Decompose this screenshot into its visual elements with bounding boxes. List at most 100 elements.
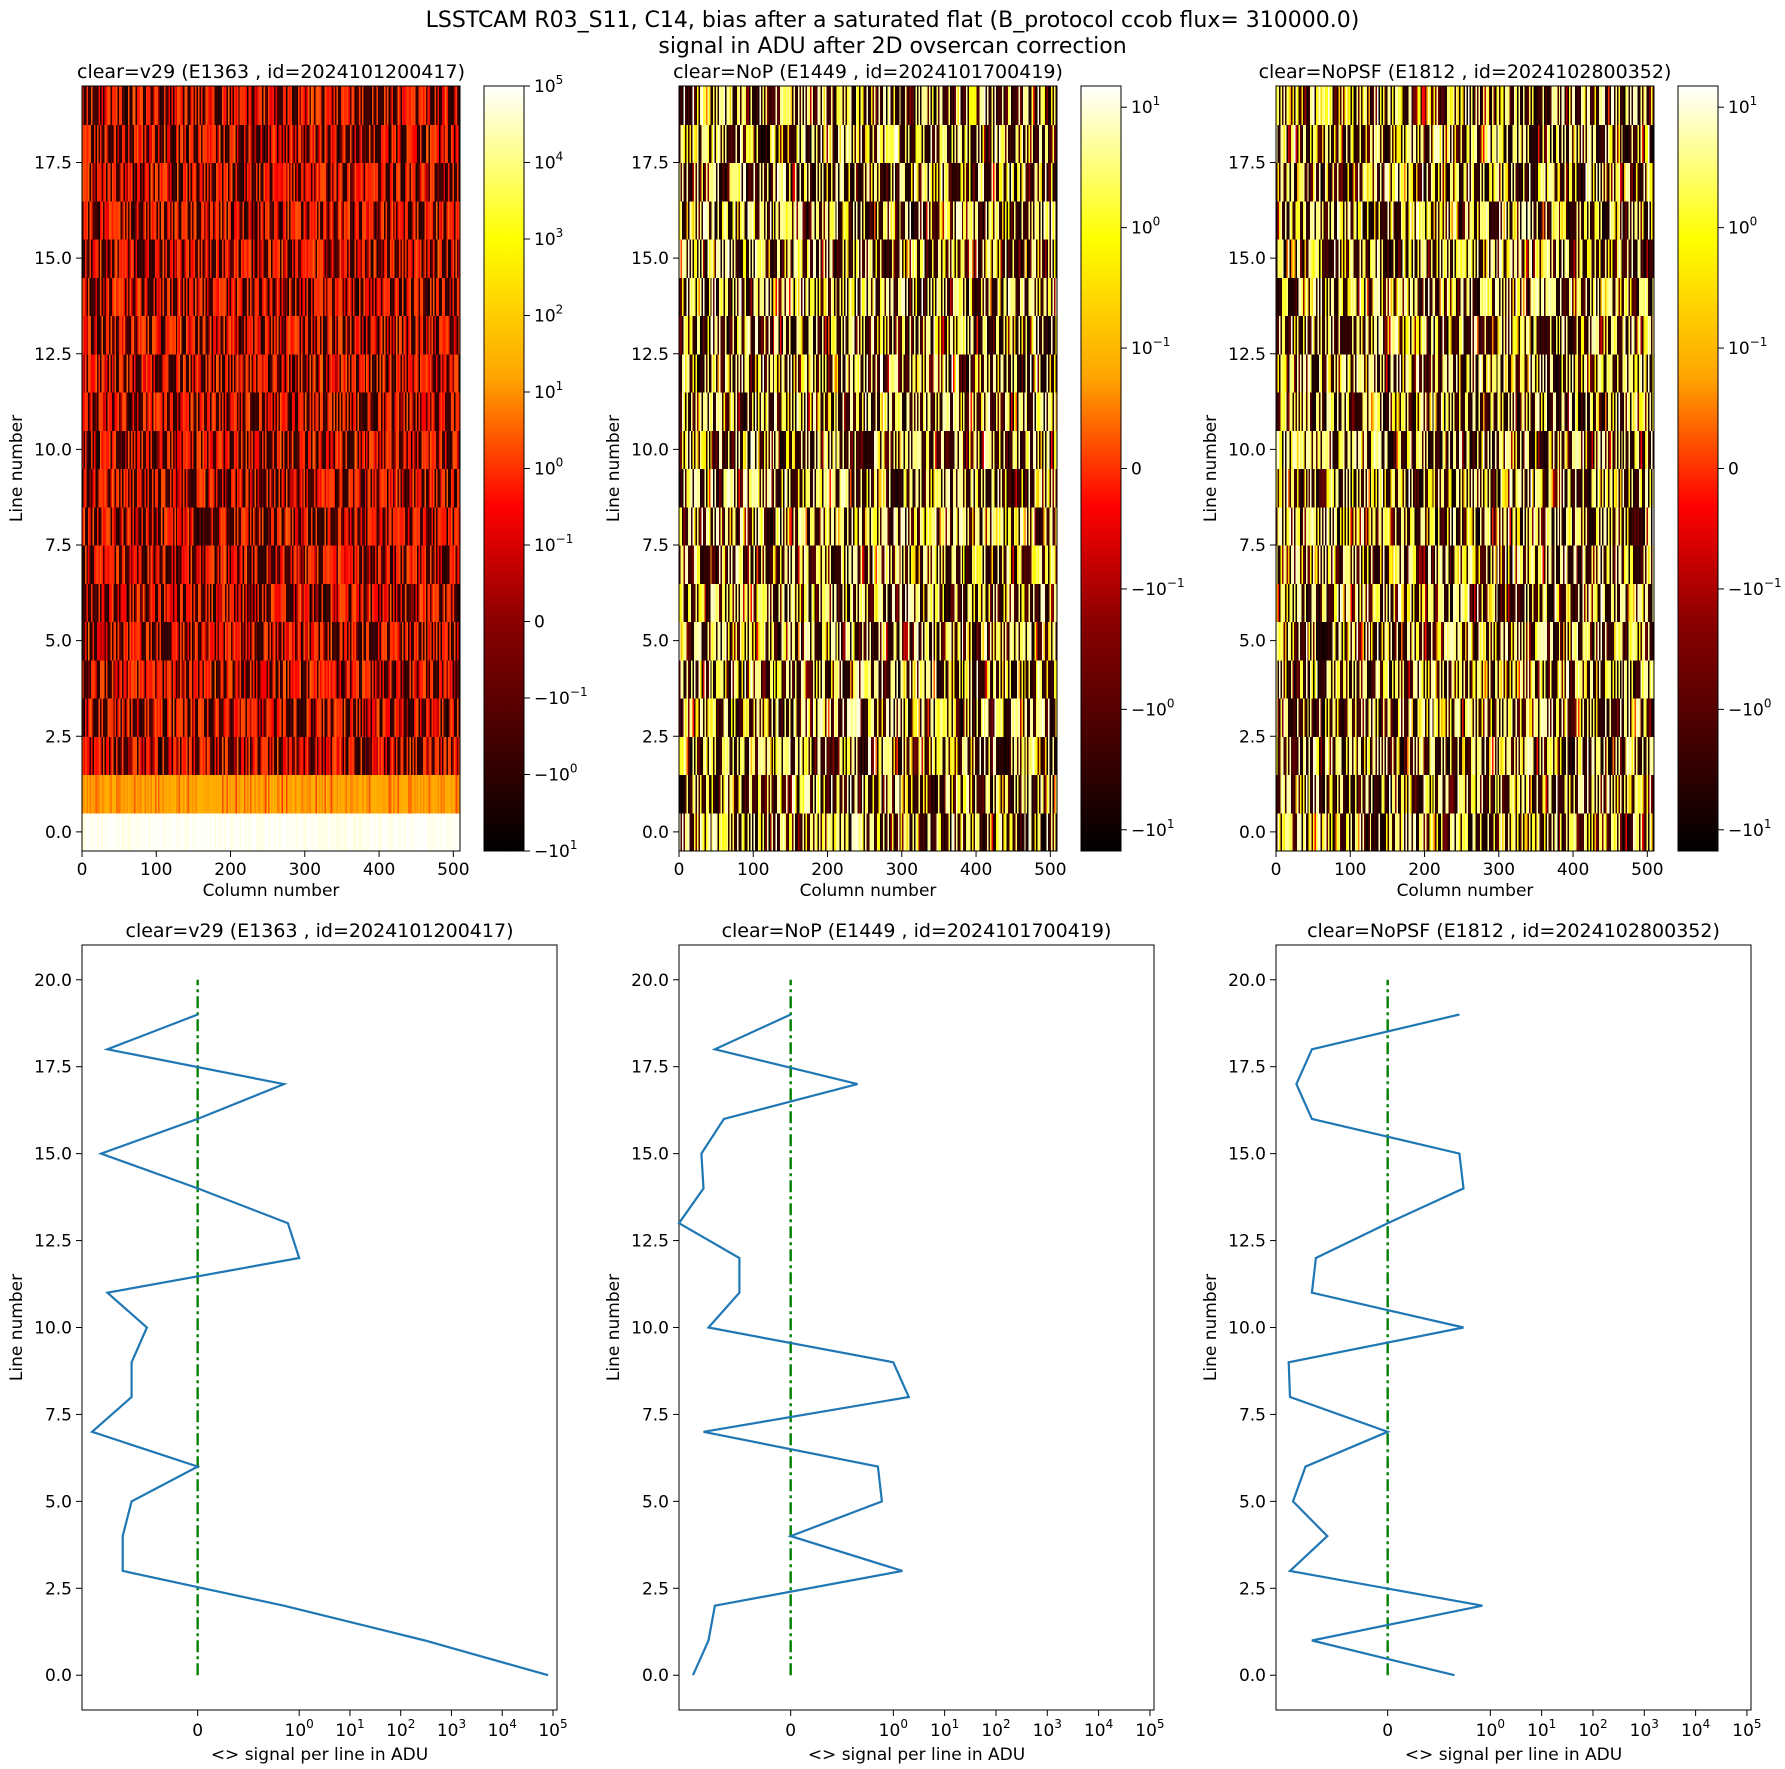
heatmap-cell: [290, 621, 293, 661]
heatmap-cell: [333, 583, 336, 623]
heatmap-cell: [235, 506, 238, 546]
heatmap-cell: [138, 736, 141, 776]
heatmap-cell: [253, 583, 256, 623]
heatmap-cell: [265, 430, 268, 470]
heatmap-cell: [398, 621, 402, 661]
heatmap-cell: [244, 812, 247, 852]
heatmap-cell: [123, 659, 126, 699]
heatmap-cell: [306, 698, 309, 737]
heatmap-cell: [245, 774, 248, 814]
heatmap-cell: [308, 468, 311, 508]
heatmap-cell: [224, 812, 227, 852]
heatmap-cell: [311, 583, 314, 623]
heatmap-cell: [157, 545, 160, 584]
heatmap-cell: [98, 545, 101, 584]
heatmap-cell: [177, 774, 180, 814]
heatmap-cell: [262, 468, 265, 508]
heatmap-cell: [83, 468, 86, 508]
heatmap-cell: [351, 468, 354, 508]
heatmap-cell: [343, 583, 347, 623]
heatmap-cell: [358, 621, 361, 661]
heatmap-cell: [201, 659, 204, 699]
heatmap-cell: [428, 583, 431, 623]
heatmap-cell: [195, 621, 198, 661]
heatmap-cell: [311, 545, 314, 584]
heatmap-cell: [82, 583, 85, 623]
heatmap-cell: [233, 774, 236, 814]
heatmap-cell: [332, 659, 335, 699]
heatmap-cell: [358, 774, 361, 814]
heatmap-cell: [204, 774, 207, 814]
heatmap-cell: [223, 583, 226, 623]
heatmap-cell: [157, 659, 160, 699]
heatmap-cell: [226, 774, 229, 814]
heatmap-cell: [128, 659, 131, 699]
heatmap-cell: [180, 583, 183, 623]
heatmap-cell: [363, 621, 366, 661]
heatmap-cell: [111, 774, 114, 814]
heatmap-cell: [275, 430, 278, 470]
heatmap-cell: [410, 659, 413, 699]
heatmap-cell: [215, 621, 219, 661]
heatmap-cell: [430, 506, 433, 546]
heatmap-cell: [311, 506, 314, 546]
heatmap-cell: [367, 621, 370, 661]
heatmap-cell: [318, 659, 321, 699]
heatmap-cell: [340, 812, 344, 852]
heatmap-cell: [391, 621, 394, 661]
heatmap-cell: [366, 812, 369, 852]
heatmap-cell: [250, 698, 253, 737]
heatmap-cell: [248, 736, 251, 776]
heatmap-cell: [209, 583, 213, 623]
heatmap-cell: [153, 736, 156, 776]
heatmap-cell: [218, 545, 222, 584]
heatmap-cell: [424, 621, 427, 661]
heatmap-cell: [303, 698, 306, 737]
heatmap-cell: [357, 621, 360, 661]
heatmap-cell: [357, 583, 360, 623]
heatmap-cell: [163, 659, 166, 699]
heatmap-cell: [406, 468, 409, 508]
heatmap-cell: [215, 583, 219, 623]
heatmap-cell: [290, 468, 293, 508]
heatmap-cell: [418, 621, 421, 661]
heatmap-cell: [189, 583, 192, 623]
heatmap-cell: [195, 736, 198, 776]
heatmap-cell: [248, 545, 251, 584]
heatmap-cell: [391, 506, 394, 546]
heatmap-cell: [178, 659, 181, 699]
heatmap-cell: [84, 583, 88, 623]
heatmap-cell: [236, 659, 239, 699]
heatmap-cell: [201, 545, 204, 584]
heatmap-cell: [250, 774, 253, 814]
heatmap-cell: [388, 545, 391, 584]
heatmap-cell: [312, 621, 315, 661]
heatmap-cell: [334, 659, 338, 699]
heatmap-cell: [117, 430, 120, 470]
heatmap-cell: [349, 774, 352, 814]
heatmap-cell: [379, 774, 382, 814]
heatmap-cell: [110, 621, 113, 661]
heatmap-cell: [342, 736, 345, 776]
heatmap-cell: [320, 736, 323, 776]
heatmap-cell: [431, 659, 434, 699]
heatmap-cell: [403, 659, 406, 699]
heatmap-cell: [311, 698, 314, 737]
heatmap-cell: [355, 698, 358, 737]
heatmap-cell: [211, 506, 214, 546]
heatmap-cell: [104, 736, 107, 776]
heatmap-cell: [434, 621, 437, 661]
heatmap-cell: [189, 506, 192, 546]
heatmap-cell: [242, 545, 245, 584]
heatmap-cell: [281, 812, 284, 852]
heatmap-cell: [110, 812, 113, 852]
heatmap-cell: [340, 506, 344, 546]
heatmap-cell: [369, 812, 372, 852]
heatmap-cell: [257, 659, 260, 699]
heatmap-cell: [226, 506, 229, 546]
heatmap-cell: [394, 621, 397, 661]
heatmap-cell: [272, 545, 275, 584]
heatmap-cell: [318, 812, 321, 852]
heatmap-cell: [448, 736, 451, 776]
heatmap-cell: [364, 812, 367, 852]
